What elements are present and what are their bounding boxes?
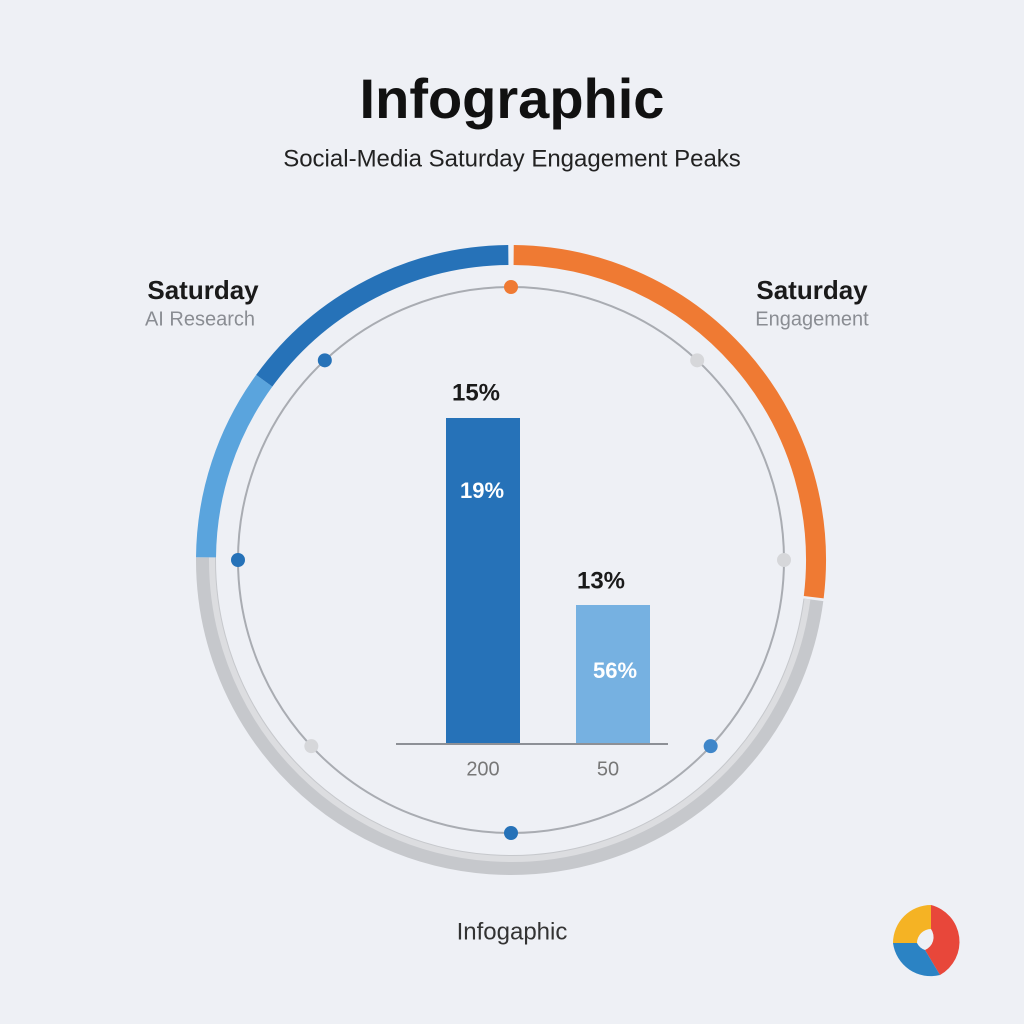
ring-dot bbox=[703, 739, 718, 754]
ring-dot bbox=[317, 353, 332, 368]
ring-dot bbox=[777, 553, 791, 567]
ring-segment bbox=[513, 245, 826, 599]
ring-dot bbox=[231, 553, 245, 567]
bar-inner-label: 19% bbox=[460, 478, 504, 503]
logo-part bbox=[925, 905, 960, 975]
title: Infographic bbox=[360, 67, 665, 130]
bar bbox=[446, 418, 520, 744]
ring-segment bbox=[196, 374, 273, 558]
footer: Infogaphic bbox=[457, 918, 568, 945]
ring-dot bbox=[690, 353, 705, 368]
logo-part bbox=[893, 905, 931, 943]
bar-top-label: 15% bbox=[452, 379, 500, 406]
logo-part bbox=[893, 943, 940, 977]
left-label-subtitle: AI Research bbox=[145, 308, 255, 330]
ring-segment bbox=[209, 557, 811, 863]
ring-dot bbox=[504, 280, 518, 294]
bar-category: 50 bbox=[597, 758, 619, 780]
right-label-title: Saturday bbox=[756, 275, 868, 305]
ring-segment bbox=[256, 245, 509, 387]
logo bbox=[893, 905, 960, 977]
left-label-title: Saturday bbox=[147, 275, 259, 305]
right-label-subtitle: Engagement bbox=[755, 308, 869, 330]
ring-dot bbox=[504, 826, 518, 840]
bar-top-label: 13% bbox=[577, 567, 625, 594]
bar-category: 200 bbox=[466, 758, 499, 780]
ring-segment bbox=[196, 557, 824, 875]
subtitle: Social-Media Saturday Engagement Peaks bbox=[283, 145, 741, 172]
ring bbox=[196, 245, 826, 875]
bar bbox=[576, 605, 650, 744]
ring-dot bbox=[304, 739, 319, 754]
bar-inner-label: 56% bbox=[593, 658, 637, 683]
